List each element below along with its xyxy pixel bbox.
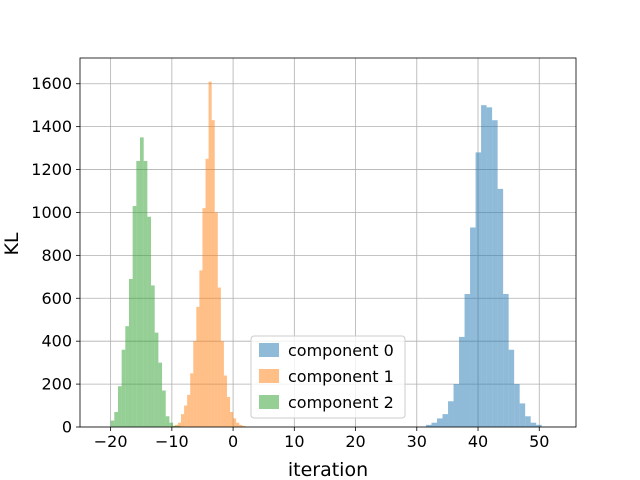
- legend-label: component 0: [288, 341, 394, 360]
- y-tick-label: 0: [62, 418, 72, 437]
- histogram-bar: [436, 418, 443, 427]
- series-0-bars: [425, 105, 542, 428]
- histogram-bar: [211, 120, 215, 427]
- x-tick-label: 40: [468, 432, 488, 451]
- histogram-bar: [223, 375, 227, 427]
- series-2-bars: [110, 137, 181, 427]
- histogram-bar: [174, 424, 178, 427]
- histogram-bar: [121, 349, 126, 427]
- legend-box: [250, 335, 406, 419]
- y-tick-label: 1200: [31, 160, 72, 179]
- histogram-bar: [165, 416, 170, 427]
- histogram-bar: [514, 384, 520, 427]
- x-tick-label: 30: [407, 432, 427, 451]
- x-axis-ticks: −20 −10 0 10 20 30 40 50: [94, 427, 549, 451]
- histogram-bar: [158, 362, 163, 427]
- histogram-bar: [205, 158, 209, 427]
- legend-label: component 1: [288, 367, 394, 386]
- histogram-bar: [448, 401, 454, 427]
- histogram-bar: [176, 425, 181, 427]
- histogram-bar: [208, 81, 212, 427]
- histogram-bar: [425, 424, 432, 427]
- histogram-bar: [187, 394, 191, 427]
- legend: component 0 component 1 component 2: [250, 335, 406, 419]
- histogram-bar: [154, 332, 159, 427]
- y-tick-label: 1400: [31, 117, 72, 136]
- histogram-bar: [220, 341, 224, 427]
- histogram-bar: [143, 160, 148, 427]
- histogram-bar: [173, 425, 177, 427]
- y-tick-label: 600: [41, 289, 72, 308]
- histogram-bar: [128, 278, 133, 427]
- histogram-bar: [236, 422, 240, 427]
- x-tick-label: −20: [94, 432, 128, 451]
- histogram-bar: [214, 212, 218, 427]
- histogram-bar: [202, 208, 206, 427]
- histogram-bar: [140, 137, 144, 427]
- histogram-bar: [233, 418, 237, 427]
- histogram-bar: [169, 422, 174, 427]
- histogram-bar: [486, 107, 493, 428]
- x-tick-label: 20: [345, 432, 365, 451]
- x-axis-label: iteration: [288, 459, 368, 480]
- histogram-bar: [110, 420, 115, 427]
- histogram-bar: [519, 403, 526, 427]
- plot-frame: [79, 57, 577, 428]
- y-tick-label: 1600: [31, 74, 72, 93]
- histogram-bar: [177, 422, 182, 427]
- histogram-bar: [470, 227, 476, 427]
- histogram-bar: [242, 425, 246, 427]
- y-tick-label: 400: [41, 332, 72, 351]
- histogram-bar: [226, 396, 231, 427]
- histogram-bar: [481, 105, 487, 427]
- histogram-bar: [453, 384, 460, 427]
- histogram-bar: [230, 411, 234, 427]
- x-tick-label: 50: [529, 432, 549, 451]
- histogram-bar: [239, 424, 243, 427]
- histogram-bar: [497, 188, 504, 427]
- y-axis-ticks: 0 200 400 600 800 1000 1200 1400 1600: [31, 74, 80, 437]
- histogram-bar: [442, 414, 449, 427]
- histogram-bar: [136, 160, 141, 427]
- legend-swatch: [259, 369, 279, 383]
- histogram-bar: [147, 216, 152, 427]
- histogram-bar: [117, 386, 122, 427]
- histogram-bar: [181, 414, 185, 427]
- histogram-bar: [475, 152, 482, 427]
- histogram-bar: [525, 416, 531, 427]
- x-tick-label: 10: [284, 432, 304, 451]
- histogram-bar: [492, 120, 498, 427]
- histogram-bar: [536, 424, 542, 427]
- y-axis-label: KL: [1, 232, 23, 255]
- histogram-bar: [217, 287, 221, 427]
- legend-swatch: [259, 395, 279, 409]
- histogram-bar: [508, 349, 515, 427]
- histogram-bar: [151, 285, 155, 427]
- x-tick-label: −10: [155, 432, 189, 451]
- histogram-bar: [199, 270, 203, 427]
- histogram-bar: [193, 341, 197, 427]
- histogram-bar: [162, 390, 166, 427]
- y-tick-label: 800: [41, 246, 72, 265]
- histogram-bar: [530, 422, 537, 427]
- histogram-bar: [459, 336, 465, 427]
- histogram-bar: [464, 293, 471, 427]
- histogram-bar: [114, 411, 118, 427]
- histogram-bar: [125, 326, 129, 427]
- histogram-bar: [190, 373, 194, 427]
- legend-swatch: [259, 343, 279, 357]
- x-tick-label: 0: [228, 432, 238, 451]
- legend-label: component 2: [288, 393, 394, 412]
- histogram-bar: [184, 405, 188, 427]
- series-1-bars: [171, 81, 246, 427]
- histogram-bar: [132, 206, 137, 427]
- histogram-bar: [431, 422, 437, 427]
- histogram-bar: [196, 306, 200, 427]
- y-tick-label: 200: [41, 375, 72, 394]
- histogram-bars: [110, 81, 542, 428]
- histogram-bar: [503, 293, 509, 427]
- y-tick-label: 1000: [31, 203, 72, 222]
